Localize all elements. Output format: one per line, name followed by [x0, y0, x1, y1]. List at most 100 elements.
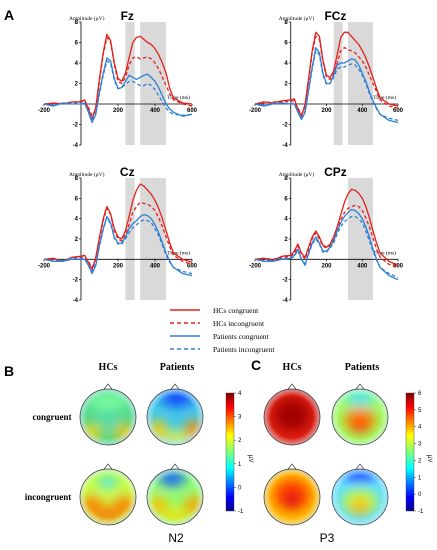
plot-title: CPz [324, 165, 347, 179]
p3-col-label-hcs: HCs [283, 362, 302, 373]
colorbar-tick-label: 0 [418, 492, 422, 498]
y-tick-label: 6 [75, 41, 79, 47]
panel-label-a: A [4, 7, 14, 23]
erp-plot-cz: -4 -2 2 4 6 8 -200 200 400 600 Amplitude (μV) Time … [38, 165, 198, 304]
colorbar-tick-label: 3 [238, 415, 242, 421]
x-tick-label: 200 [321, 108, 332, 114]
series-line-hcs-congruent [43, 33, 193, 121]
erp-plot-fz: -4 -2 2 4 6 8 -200 200 400 600 Amplitude (μV) Time … [38, 9, 198, 149]
x-tick-label: 200 [321, 263, 332, 269]
y-tick-label: 2 [75, 82, 79, 88]
y-tick-label: 6 [284, 41, 288, 47]
x-tick-label: 400 [150, 263, 161, 269]
y-axis-label: Amplitude (μV) [279, 15, 315, 22]
topomap-n2-patients-incongruent [146, 463, 204, 526]
series-line-hcs-congruent [254, 188, 399, 266]
erp-plot-fcz: -4 -2 2 4 6 8 -200 200 400 600 Amplitude (μV) Time … [249, 9, 404, 149]
shaded-window [333, 22, 343, 145]
y-tick-label: -4 [73, 143, 79, 149]
series-line-hcs-incongruent [44, 201, 193, 269]
topomap-p3-patients-incongruent [331, 463, 389, 526]
legend-label: HCs congruent [213, 306, 259, 315]
colorbar-tick-label: 2 [238, 438, 242, 444]
y-tick-label: 4 [75, 61, 79, 67]
y-tick-label: -4 [282, 143, 288, 149]
y-tick-label: -4 [282, 298, 288, 304]
legend-item-hcs-incongruent: HCs incongruent [170, 319, 265, 328]
legend: HCs congruent HCs incongruent Patients c… [170, 306, 275, 354]
y-tick-label: 6 [75, 196, 79, 202]
colorbar-tick-label: -1 [418, 509, 424, 515]
y-tick-label: 8 [75, 20, 79, 26]
topomap-n2-hcs-congruent [79, 383, 137, 446]
topomap-p3-hcs-congruent [263, 383, 321, 446]
series-line-patients-incongruent [43, 60, 193, 122]
series-line-hcs-congruent [254, 31, 399, 117]
colorbar-tick-label: 1 [238, 462, 242, 468]
y-axis-label: Amplitude (μV) [69, 15, 105, 22]
y-tick-label: 2 [284, 82, 288, 88]
x-tick-label: -200 [249, 108, 262, 114]
erp-plots: -4 -2 2 4 6 8 -200 200 400 600 Amplitude (μV) Time … [38, 9, 404, 304]
panel-label-b: B [4, 363, 14, 379]
shaded-window [347, 22, 373, 145]
colorbar-n2-ticks: 4 3 2 1 0 -1 [234, 391, 244, 515]
component-label-n2: N2 [168, 531, 184, 545]
series-line-patients-congruent [43, 57, 193, 124]
y-tick-label: 4 [284, 217, 288, 223]
shaded-window [125, 22, 135, 145]
legend-item-hcs-congruent: HCs congruent [170, 306, 259, 315]
colorbar-p3-ticks: 6 5 4 3 2 1 0 -1 [414, 391, 424, 515]
x-tick-label: 600 [393, 108, 404, 114]
y-tick-label: -2 [282, 123, 288, 129]
legend-label: HCs incongruent [213, 319, 265, 328]
colorbar-tick-label: 5 [418, 408, 422, 414]
x-tick-label: 200 [113, 108, 124, 114]
y-tick-label: 8 [75, 176, 79, 182]
series-line-patients-incongruent [254, 215, 399, 279]
topomap-n2-patients-congruent [146, 383, 204, 446]
x-tick-label: 400 [357, 108, 368, 114]
row-label-incongruent: incongruent [25, 492, 72, 502]
x-tick-label: 400 [150, 108, 161, 114]
colorbar-p3-unit: μV [426, 455, 432, 462]
series-line-patients-incongruent [254, 50, 399, 122]
x-tick-label: -200 [249, 263, 262, 269]
plot-title: FCz [324, 9, 346, 23]
colorbar-tick-label: -1 [238, 509, 244, 515]
y-tick-label: 8 [284, 20, 288, 26]
y-tick-label: 8 [284, 176, 288, 182]
colorbar-tick-label: 4 [238, 391, 242, 397]
x-axis-label: Time (ms) [373, 249, 396, 256]
legend-label: Patients incongruent [213, 345, 275, 354]
y-tick-label: -2 [73, 123, 79, 129]
y-tick-label: 2 [284, 237, 288, 243]
row-label-congruent: congruent [33, 412, 72, 422]
plot-title: Fz [121, 9, 134, 23]
series-line-hcs-incongruent [254, 35, 399, 115]
series-line-patients-incongruent [43, 217, 193, 275]
y-tick-label: -2 [73, 278, 79, 284]
legend-item-patients-incongruent: Patients incongruent [170, 345, 275, 354]
x-tick-label: -200 [38, 108, 51, 114]
colorbar-tick-label: 1 [418, 475, 422, 481]
colorbar-tick-label: 0 [238, 485, 242, 491]
colorbar-p3: 6 5 4 3 2 1 0 -1 μV [405, 391, 432, 515]
shaded-window [125, 178, 135, 300]
y-tick-label: 6 [284, 196, 288, 202]
y-tick-label: -4 [73, 298, 79, 304]
series-line-hcs-incongruent [254, 204, 399, 269]
legend-item-patients-congruent: Patients congruent [170, 332, 270, 341]
x-tick-label: -200 [38, 263, 51, 269]
erp-plot-cpz: -4 -2 2 4 6 8 -200 200 400 600 Amplitude (μV) Time … [249, 165, 404, 304]
n2-col-label-hcs: HCs [99, 362, 118, 373]
topomap-n2-hcs-incongruent [79, 463, 137, 526]
p3-col-label-patients: Patients [345, 362, 380, 373]
topomap-p3-hcs-incongruent [263, 463, 321, 526]
topomap-p3-patients-congruent [331, 383, 389, 446]
plot-title: Cz [120, 165, 135, 179]
x-axis-label: Time (ms) [167, 249, 190, 256]
y-axis-label: Amplitude (μV) [279, 171, 315, 178]
panel-label-c: C [251, 357, 261, 373]
